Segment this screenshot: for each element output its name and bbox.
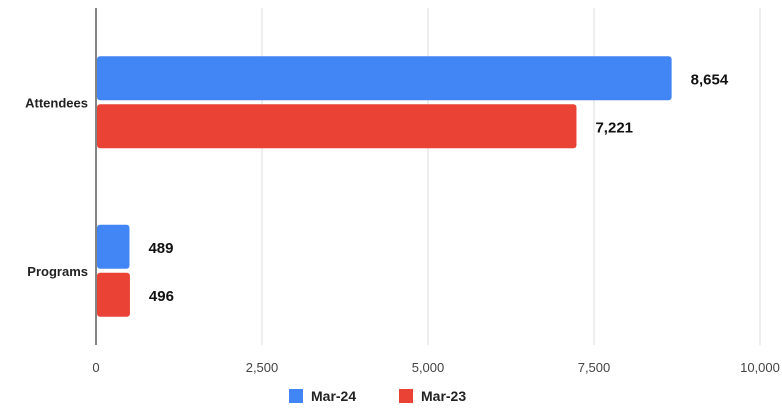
legend-label[interactable]: Mar-24 [311, 388, 356, 404]
legend-swatch [289, 389, 303, 403]
data-label: 8,654 [691, 71, 729, 88]
data-label: 489 [148, 240, 173, 257]
x-tick-label: 2,500 [246, 360, 279, 375]
x-tick-label: 5,000 [412, 360, 445, 375]
category-label: Programs [27, 264, 88, 279]
legend[interactable]: Mar-24 Mar-23 [289, 388, 466, 404]
data-label: 7,221 [595, 119, 633, 136]
legend-swatch [399, 389, 413, 403]
x-tick-label: 0 [92, 360, 99, 375]
category-label: Attendees [25, 95, 88, 110]
labels: 0 2,500 5,000 7,500 10,000 Attendees 8,654 7,22… [25, 71, 780, 375]
data-label: 496 [149, 288, 174, 305]
bar[interactable] [97, 104, 577, 149]
bar[interactable] [97, 272, 130, 317]
bars [97, 56, 672, 317]
x-tick-label: 10,000 [740, 360, 780, 375]
bar[interactable] [97, 56, 672, 101]
x-tick-label: 7,500 [578, 360, 611, 375]
legend-label[interactable]: Mar-23 [421, 388, 466, 404]
bar[interactable] [97, 224, 130, 269]
